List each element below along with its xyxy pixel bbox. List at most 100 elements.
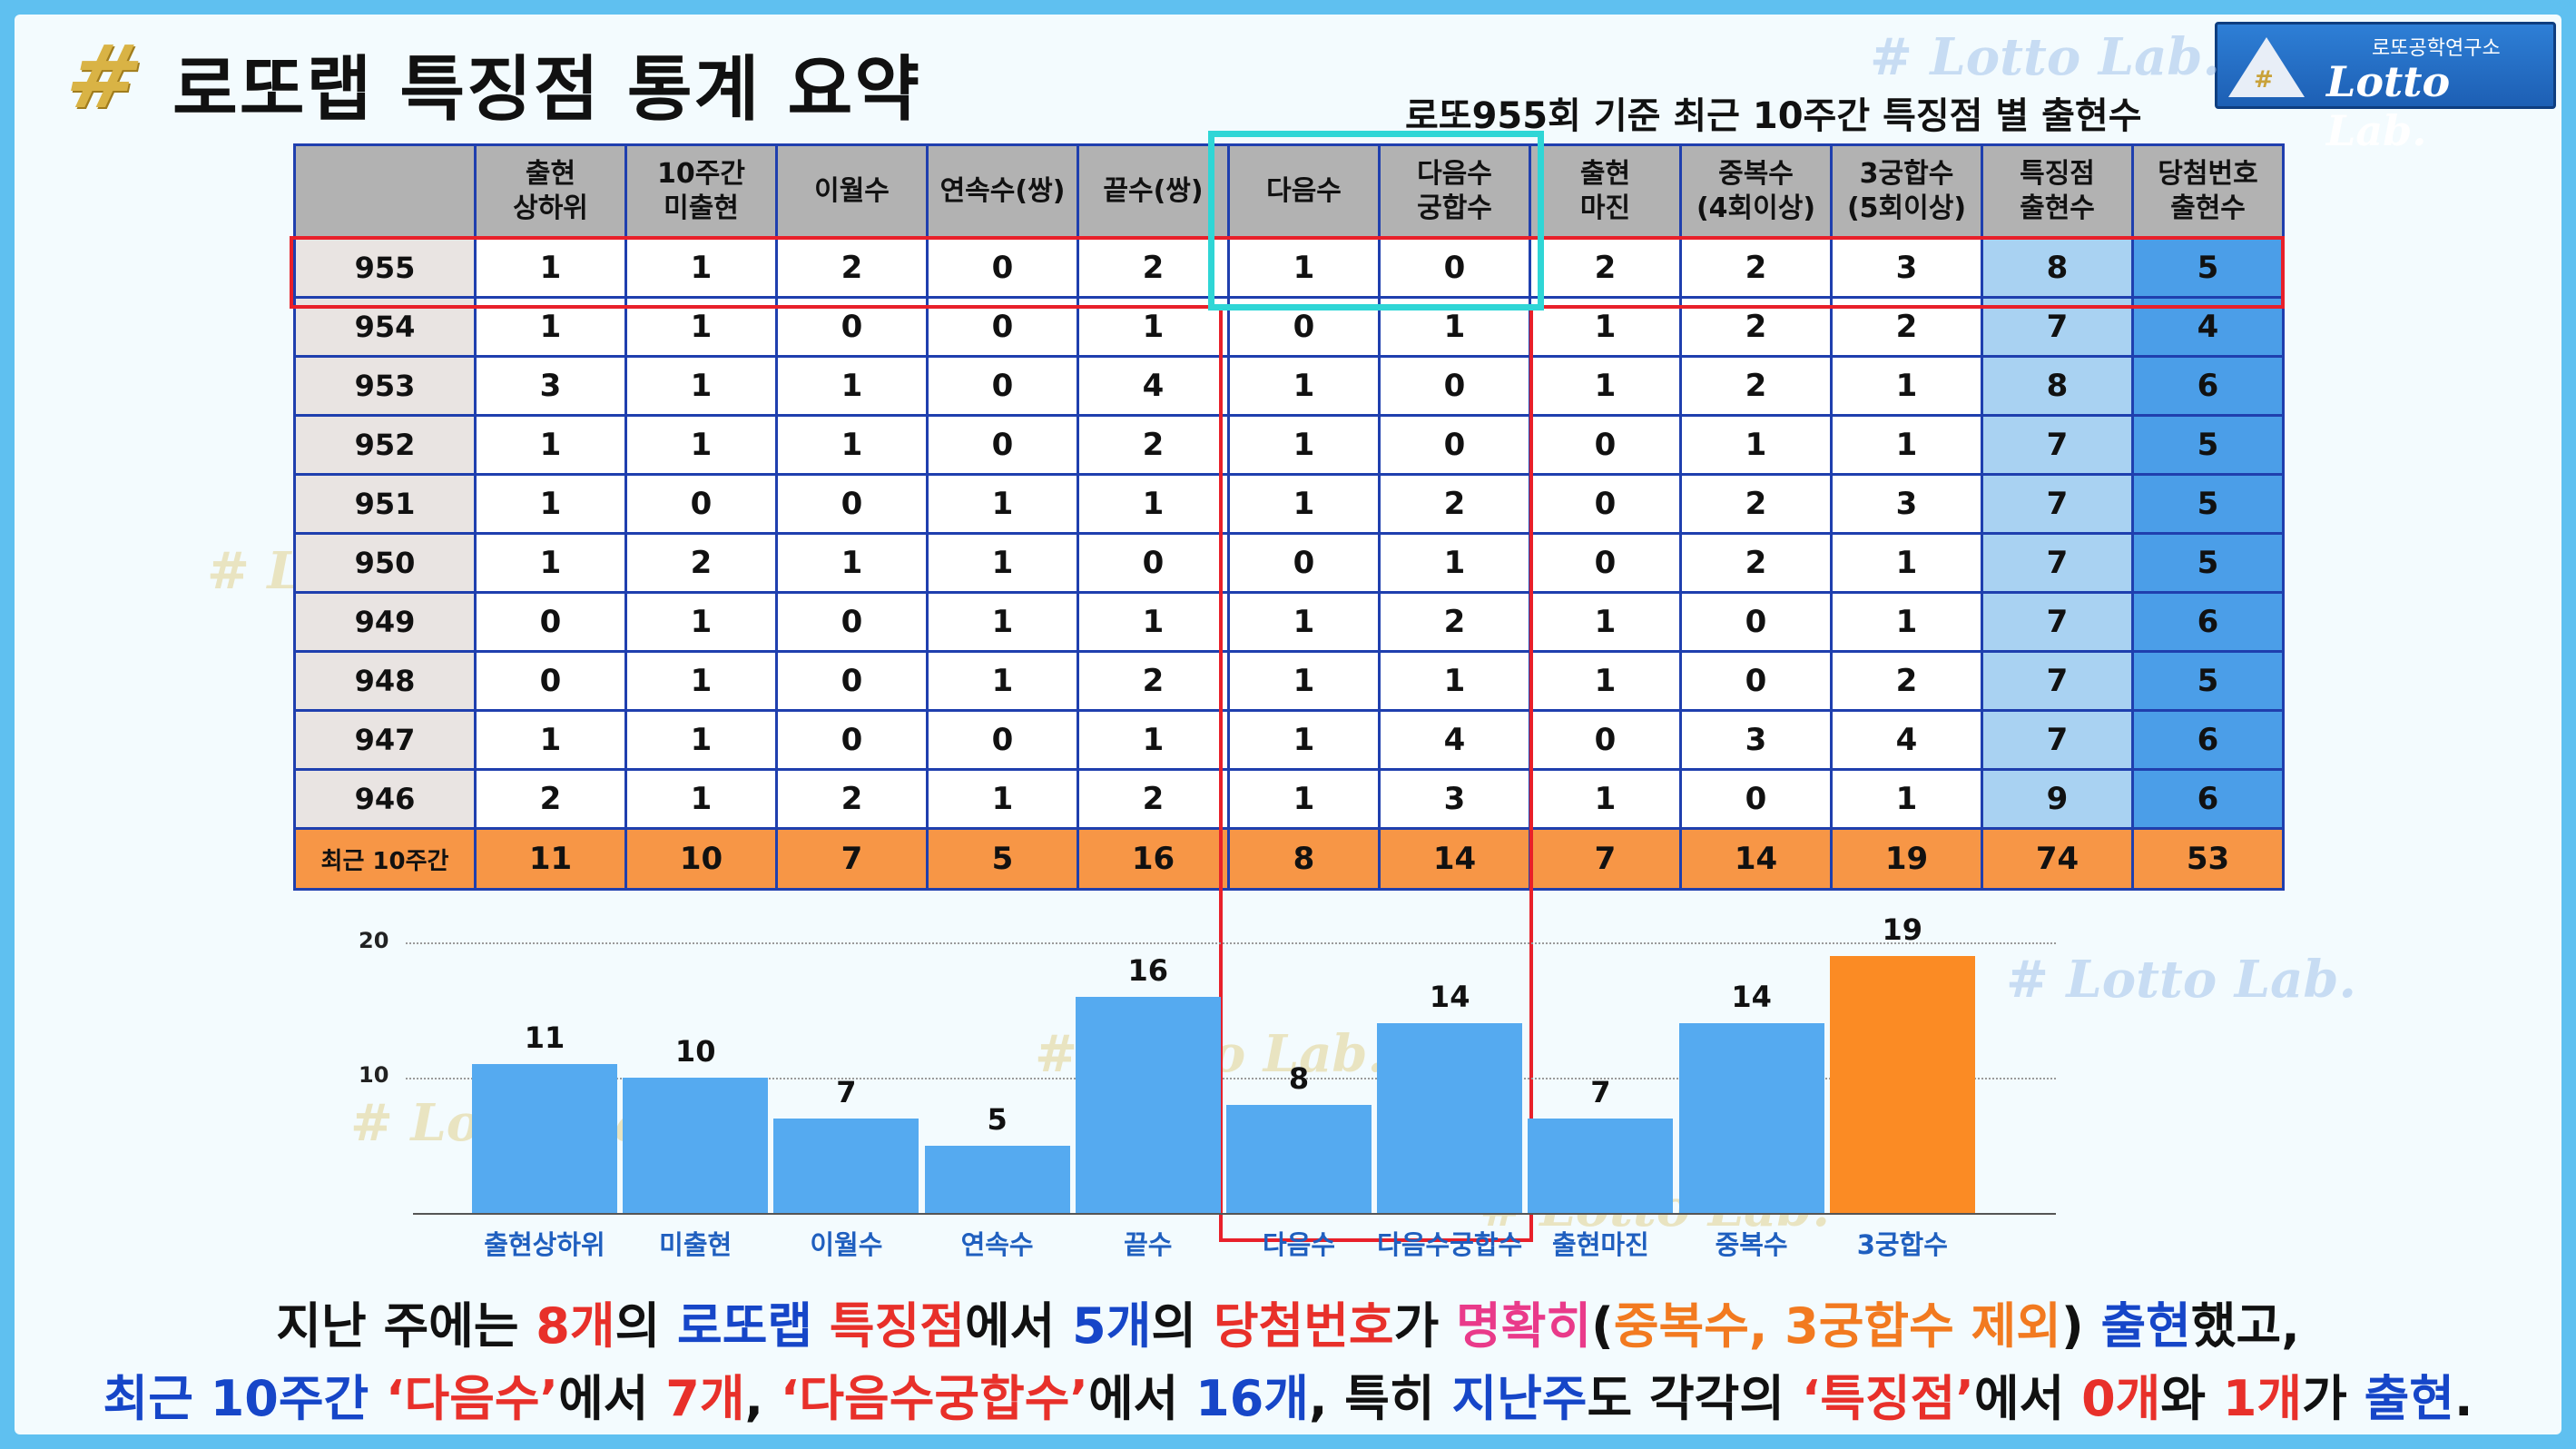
table-cell: 0: [775, 473, 929, 535]
page-subtitle: 로또955회 기준 최근 10주간 특징점 별 출현수: [1405, 95, 2142, 137]
column-header: 끝수(쌍): [1077, 143, 1230, 240]
summary-segment: 가: [1393, 1297, 1457, 1355]
table-cell: 0: [926, 296, 1079, 358]
table-row: 946 2 1 2 1 2 1 3 1 0 1 9 6: [293, 768, 2285, 830]
row-label: 952: [293, 414, 477, 476]
summary-segment: 에서: [1087, 1370, 1196, 1427]
summary-segment: 출현: [2364, 1370, 2454, 1427]
table-cell: 2: [1679, 473, 1833, 535]
x-category-label: 출현상하위: [484, 1229, 605, 1260]
table-row: 948 0 1 0 1 2 1 1 1 0 2 7 5: [293, 650, 2285, 712]
table-cell: 0: [1679, 591, 1833, 653]
bar-value-label: 14: [1429, 980, 1470, 1015]
gridline-10: [406, 1078, 2056, 1079]
column-header: 3궁합수 (5회이상): [1830, 143, 1983, 240]
table-cell: 1: [624, 709, 778, 771]
row-label: 951: [293, 473, 477, 535]
table-cell: 2: [775, 237, 929, 299]
summary-segment: ‘다음수궁합수’: [780, 1370, 1088, 1427]
summary-segment: 도 각각의: [1587, 1370, 1802, 1427]
bar-value-label: 16: [1127, 952, 1169, 988]
summary-segment: 로또랩: [677, 1297, 813, 1355]
table-cell: 0: [775, 296, 929, 358]
table-cell: 0: [775, 709, 929, 771]
table-cell: 2: [775, 768, 929, 830]
row-label: 949: [293, 591, 477, 653]
table-cell: 1: [624, 768, 778, 830]
chart-bar: [472, 1064, 617, 1213]
table-cell: 1: [926, 532, 1079, 594]
x-category-label: 다음수궁합수: [1377, 1229, 1523, 1260]
table-cell: 1: [1830, 768, 1983, 830]
bar-value-label: 8: [1288, 1060, 1310, 1096]
table-cell: 0: [775, 591, 929, 653]
table-cell: 7: [1981, 650, 2134, 712]
table-cell: 3: [1679, 709, 1833, 771]
summary-segment: ‘다음수’: [386, 1370, 559, 1427]
table-cell: 5: [926, 827, 1079, 891]
table-cell: 11: [474, 827, 627, 891]
summary-segment: 의: [615, 1297, 678, 1355]
table-cell: 1: [474, 414, 627, 476]
table-row: 952 1 1 1 0 2 1 0 0 1 1 7 5: [293, 414, 2285, 476]
table-cell: 1: [1529, 296, 1682, 358]
table-cell: 74: [1981, 827, 2134, 891]
summary-segment: (: [1591, 1297, 1614, 1355]
table-row: 950 1 2 1 1 0 0 1 0 2 1 7 5: [293, 532, 2285, 594]
table-cell: 1: [624, 296, 778, 358]
hash-logo-icon: #: [56, 25, 152, 128]
summary-segment: , 특히: [1308, 1370, 1452, 1427]
summary-segment: 의: [1151, 1297, 1214, 1355]
bar-chart: 20 10 11 출현상하위 10 미출현 7 이월수 5 연속수 16 끝수 8 다음수 14 다음수궁…: [359, 912, 2056, 1269]
table-cell: 1: [1679, 414, 1833, 476]
table-cell: 4: [1830, 709, 1983, 771]
column-header: 이월수: [775, 143, 929, 240]
table-cell: 14: [1679, 827, 1833, 891]
summary-segment: 명확히: [1456, 1297, 1592, 1355]
gridline-20: [406, 942, 2056, 944]
summary-segment: ,: [744, 1370, 781, 1427]
bar-value-label: 19: [1882, 912, 1923, 947]
table-cell: 1: [926, 473, 1079, 535]
summary-segment: 16개: [1195, 1370, 1309, 1427]
table-cell: 3: [1378, 768, 1531, 830]
chart-bar: [623, 1078, 769, 1213]
summary-segment: 가: [2302, 1370, 2365, 1427]
summary-segment: 특징점: [829, 1297, 965, 1355]
table-cell: 1: [1227, 650, 1381, 712]
table-cell: 1: [474, 237, 627, 299]
table-cell: 2: [1679, 296, 1833, 358]
x-axis-baseline: [413, 1213, 2056, 1215]
table-cell: 1: [775, 355, 929, 417]
summary-segment: 1개: [2222, 1370, 2303, 1427]
summary-segment: 8개: [536, 1297, 615, 1355]
summary-segment: ‘특징점’: [1801, 1370, 1974, 1427]
table-cell: 1: [1378, 532, 1531, 594]
table-cell: 1: [926, 650, 1079, 712]
table-cell: 10: [624, 827, 778, 891]
table-cell: 1: [1830, 591, 1983, 653]
table-cell: 0: [1529, 473, 1682, 535]
y-tick-10: 10: [359, 1062, 389, 1088]
x-category-label: 중복수: [1715, 1229, 1788, 1260]
row-label: 최근 10주간: [293, 827, 477, 891]
table-cell: 1: [624, 591, 778, 653]
table-cell: 1: [1077, 473, 1230, 535]
bar-value-label: 14: [1731, 980, 1772, 1015]
bar-value-label: 7: [1590, 1074, 1611, 1109]
table-cell: 1: [474, 532, 627, 594]
table-cell: 1: [926, 591, 1079, 653]
column-header: 당첨번호 출현수: [2131, 143, 2285, 240]
table-cell: 7: [1981, 591, 2134, 653]
row-label: 948: [293, 650, 477, 712]
x-category-label: 다음수: [1262, 1229, 1336, 1260]
table-cell: 0: [1529, 709, 1682, 771]
row-label: 947: [293, 709, 477, 771]
table-cell: 9: [1981, 768, 2134, 830]
summary-segment: 와: [2160, 1370, 2223, 1427]
summary-segment: 출현: [2100, 1297, 2191, 1355]
table-cell: 2: [1679, 237, 1833, 299]
logo-caption: 로또공학연구소: [2372, 37, 2501, 60]
table-cell: 1: [1830, 414, 1983, 476]
table-cell: 1: [1529, 650, 1682, 712]
